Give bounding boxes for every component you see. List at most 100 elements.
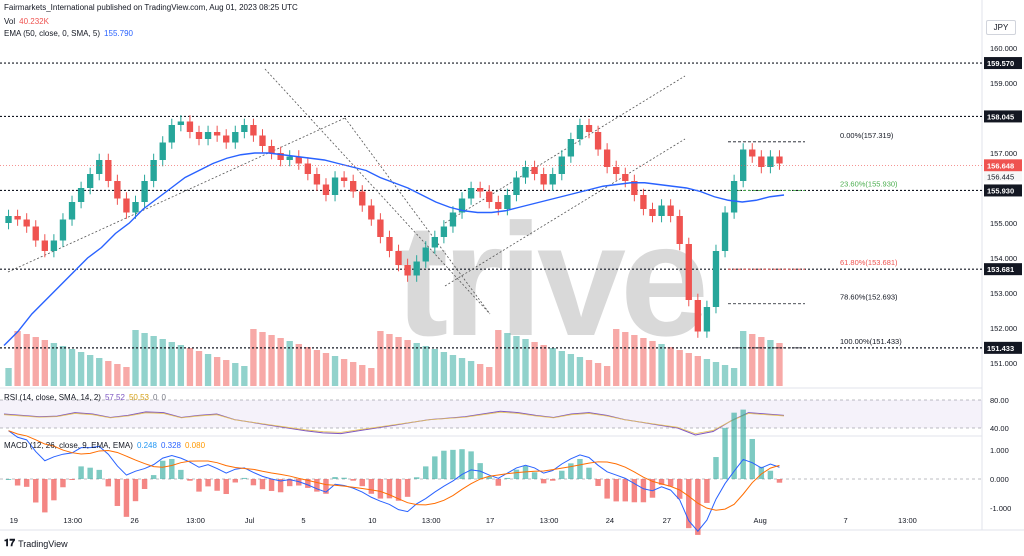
volume-bar [223, 360, 230, 386]
macd-histogram-bar [758, 466, 765, 479]
candle-body [232, 132, 239, 143]
macd-histogram-bar [23, 479, 30, 487]
volume-bar [50, 343, 58, 386]
volume-bar [132, 330, 139, 386]
candle-body [132, 202, 139, 213]
level-price-label: 153.681 [987, 265, 1014, 274]
publisher-line: Fairmarkets_International published on T… [4, 3, 298, 12]
candle-body [658, 205, 665, 216]
macd-histogram-bar [595, 479, 601, 486]
macd-histogram-bar [495, 479, 502, 486]
x-tick-label: Aug [753, 516, 766, 525]
candle-body [331, 177, 339, 195]
x-tick-label: 13:00 [898, 516, 917, 525]
macd-histogram-bar [268, 479, 275, 491]
level-price-tag [984, 341, 1022, 354]
candle-body [250, 125, 257, 136]
macd-histogram-bar [459, 449, 465, 479]
macd-histogram-bar [286, 479, 293, 487]
macd-hist-value: 0.248 [136, 441, 157, 450]
macd-histogram-bar [14, 479, 21, 486]
candle-body [5, 216, 12, 223]
macd-histogram-bar [713, 457, 719, 479]
volume-bar [77, 352, 85, 386]
candle-body [268, 146, 275, 153]
currency-button[interactable]: JPY [986, 20, 1016, 35]
candle-body [758, 156, 765, 167]
candle-body [304, 163, 312, 174]
candle-body [340, 177, 348, 181]
macd-histogram-bar [368, 479, 375, 494]
volume-bar [368, 368, 375, 386]
volume-bar [59, 346, 67, 386]
candle-body [549, 174, 556, 185]
candle-body [241, 125, 248, 132]
candle-body [667, 205, 674, 216]
candle-body [613, 167, 620, 174]
level-price-label: 159.570 [987, 59, 1014, 68]
x-tick-label: 5 [301, 516, 305, 525]
candle-body [96, 160, 103, 174]
macd-histogram-bar [69, 479, 75, 480]
macd-histogram-bar [531, 472, 538, 479]
volume-bar [5, 368, 12, 386]
fib-level-label: 61.80%(153.681) [840, 258, 898, 267]
macd-histogram-bar [250, 479, 257, 486]
volume-bar [150, 336, 157, 386]
rsi-legend: RSI (14, close, SMA, 14, 2) 57.52 50.53 0 0 [4, 393, 170, 402]
macd-histogram-bar [559, 470, 565, 479]
rsi-label: RSI (14, close, SMA, 14, 2) [4, 393, 101, 402]
candle-body [649, 209, 656, 216]
candle-body [585, 125, 593, 132]
volume-bar [549, 348, 556, 386]
macd-histogram-bar [767, 470, 774, 479]
volume-bar [14, 331, 21, 386]
x-tick-label: 10 [368, 516, 376, 525]
macd-tick-label: -1.000 [990, 504, 1011, 513]
macd-histogram-bar [413, 477, 420, 479]
candle-body [631, 181, 638, 195]
candle-body [14, 216, 21, 220]
rsi-ma-value: 50.53 [128, 393, 149, 402]
macd-histogram-bar [740, 409, 746, 479]
macd-signal-value: 0.080 [185, 441, 206, 450]
macd-value: 0.328 [160, 441, 181, 450]
macd-histogram-bar [432, 456, 438, 479]
y-tick-label: 159.000 [990, 79, 1017, 88]
candle-body [504, 195, 511, 209]
macd-histogram-bar [132, 479, 139, 502]
volume-label: Vol [4, 17, 16, 26]
trendline-down-b [344, 117, 491, 315]
macd-histogram-bar [577, 458, 583, 479]
candle-body [486, 191, 493, 202]
macd-histogram-bar [259, 479, 266, 490]
candle-body [721, 212, 729, 251]
footer-brand[interactable]: 𝟏𝟕 TradingView [4, 538, 68, 549]
volume-bar [703, 359, 711, 386]
macd-histogram-bar [169, 458, 175, 479]
ema-legend: EMA (50, close, 0, SMA, 5) 155.790 [4, 29, 137, 38]
candle-body [204, 132, 212, 139]
volume-bar [658, 344, 665, 386]
macd-histogram-bar [749, 438, 755, 479]
volume-bar [41, 340, 48, 386]
volume-bar [395, 337, 402, 386]
macd-histogram-bar [586, 467, 592, 479]
macd-histogram-bar [631, 479, 638, 503]
rsi-band [0, 400, 982, 428]
candle-body [522, 167, 529, 178]
candle-body [676, 216, 683, 244]
volume-bar [141, 333, 148, 386]
ema-value: 155.790 [104, 29, 133, 38]
candle-body [32, 226, 39, 241]
candle-body [86, 174, 94, 188]
macd-histogram-bar [686, 479, 692, 529]
candle-body [195, 132, 203, 139]
volume-bar [68, 349, 76, 386]
candle-body [186, 121, 194, 132]
macd-histogram-bar [114, 479, 121, 506]
rsi-value: 57.52 [104, 393, 125, 402]
volume-bar [767, 340, 774, 386]
last-price-label: 156.648 [987, 161, 1014, 170]
